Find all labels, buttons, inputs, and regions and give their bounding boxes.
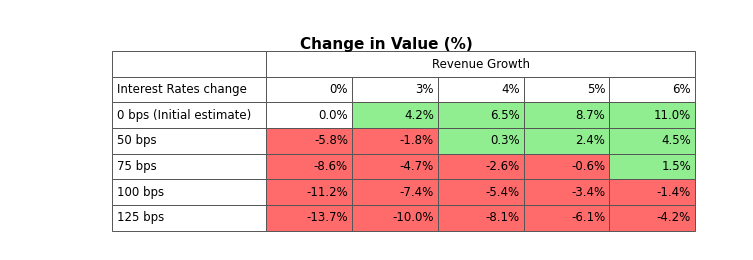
Text: 0 bps (Initial estimate): 0 bps (Initial estimate) [117, 109, 252, 122]
Bar [267, 77, 352, 102]
Text: -2.6%: -2.6% [485, 160, 520, 173]
Text: 75 bps: 75 bps [117, 160, 157, 173]
Text: 3%: 3% [415, 83, 434, 96]
Bar [523, 77, 609, 102]
Text: 4%: 4% [501, 83, 520, 96]
Bar [523, 205, 609, 231]
Bar [111, 128, 267, 154]
Bar [267, 154, 352, 179]
Bar [523, 128, 609, 154]
Text: -13.7%: -13.7% [306, 211, 348, 224]
Bar [352, 154, 437, 179]
Text: -0.6%: -0.6% [572, 160, 605, 173]
Bar [609, 77, 695, 102]
Bar [267, 128, 352, 154]
Text: -1.4%: -1.4% [657, 186, 691, 199]
Text: 4.2%: 4.2% [404, 109, 434, 122]
Text: -4.2%: -4.2% [657, 211, 691, 224]
Text: Revenue Growth: Revenue Growth [431, 57, 530, 70]
Text: 1.5%: 1.5% [661, 160, 691, 173]
Text: 0.3%: 0.3% [490, 134, 520, 147]
Bar [352, 102, 437, 128]
Bar [437, 128, 523, 154]
Bar [523, 179, 609, 205]
Bar [523, 154, 609, 179]
Text: -8.1%: -8.1% [486, 211, 520, 224]
Text: 2.4%: 2.4% [575, 134, 605, 147]
Text: -1.8%: -1.8% [400, 134, 434, 147]
Bar [437, 179, 523, 205]
Bar [352, 179, 437, 205]
Bar [609, 128, 695, 154]
Text: 8.7%: 8.7% [575, 109, 605, 122]
Text: 125 bps: 125 bps [117, 211, 164, 224]
Text: 100 bps: 100 bps [117, 186, 164, 199]
Bar [352, 77, 437, 102]
Bar [437, 154, 523, 179]
Bar [523, 102, 609, 128]
Bar [267, 102, 352, 128]
Text: -6.1%: -6.1% [571, 211, 605, 224]
Text: -5.8%: -5.8% [314, 134, 348, 147]
Text: -5.4%: -5.4% [486, 186, 520, 199]
Bar [609, 102, 695, 128]
Text: 11.0%: 11.0% [654, 109, 691, 122]
Bar [352, 128, 437, 154]
Text: Interest Rates change: Interest Rates change [117, 83, 247, 96]
Bar [352, 205, 437, 231]
Text: -8.6%: -8.6% [314, 160, 348, 173]
Bar [111, 179, 267, 205]
Bar [437, 102, 523, 128]
Text: 0.0%: 0.0% [319, 109, 348, 122]
Bar [437, 205, 523, 231]
Bar [111, 77, 267, 102]
Text: -11.2%: -11.2% [306, 186, 348, 199]
Text: -3.4%: -3.4% [572, 186, 605, 199]
Text: 0%: 0% [330, 83, 348, 96]
Bar [267, 179, 352, 205]
Bar [267, 205, 352, 231]
Text: -10.0%: -10.0% [392, 211, 434, 224]
Text: -4.7%: -4.7% [400, 160, 434, 173]
Text: 6%: 6% [672, 83, 691, 96]
Bar [609, 154, 695, 179]
Bar [437, 77, 523, 102]
Text: 4.5%: 4.5% [661, 134, 691, 147]
Text: -7.4%: -7.4% [400, 186, 434, 199]
Bar [111, 205, 267, 231]
Text: Change in Value (%): Change in Value (%) [300, 37, 472, 52]
Bar [111, 154, 267, 179]
Text: 50 bps: 50 bps [117, 134, 157, 147]
Bar [111, 51, 267, 77]
Bar [609, 205, 695, 231]
Bar [111, 102, 267, 128]
Bar [609, 179, 695, 205]
Text: 6.5%: 6.5% [489, 109, 520, 122]
Bar [267, 51, 695, 77]
Text: 5%: 5% [587, 83, 605, 96]
